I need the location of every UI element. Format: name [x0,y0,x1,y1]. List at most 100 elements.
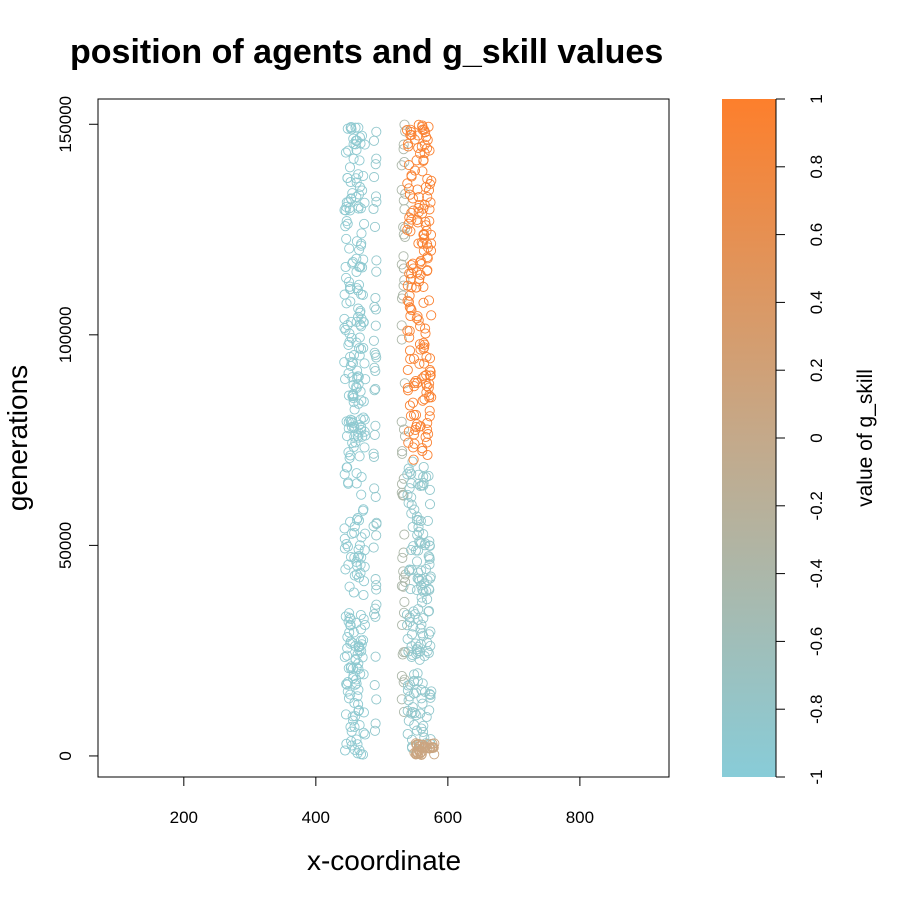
data-point-cluster-1 [371,580,382,591]
data-point-cluster-0 [353,544,364,555]
data-point-cluster-1 [370,718,381,729]
data-point-cluster-4 [418,297,429,308]
data-point-cluster-0 [353,169,364,180]
data-point-cluster-1 [371,584,382,595]
data-point-cluster-0 [351,236,362,247]
data-point-cluster-0 [356,228,367,239]
data-point-cluster-4 [419,394,430,405]
data-point-cluster-3 [409,669,420,680]
data-point-cluster-2 [396,670,407,682]
data-point-cluster-4 [425,370,436,381]
data-point-cluster-2 [396,293,408,304]
data-point-cluster-3 [416,592,427,603]
data-point-cluster-0 [353,658,364,669]
data-points [339,119,440,760]
data-point-cluster-4 [406,207,417,219]
data-point-cluster-0 [349,423,360,434]
data-point-cluster-0 [346,415,358,426]
data-point-cluster-0 [351,283,362,294]
data-point-cluster-0 [342,650,353,661]
data-point-cluster-4 [404,268,415,279]
data-point-cluster-0 [344,243,355,254]
data-point-cluster-4 [425,197,436,208]
data-point-cluster-1 [369,609,380,620]
data-point-cluster-2 [396,184,407,195]
data-point-cluster-0 [349,527,360,538]
data-point-cluster-0 [359,218,370,229]
colorbar-tick-label: 0.2 [807,358,826,382]
data-point-cluster-3 [404,466,415,477]
data-point-cluster-0 [345,516,356,527]
data-point-cluster-4 [404,189,415,200]
data-point-cluster-1 [371,530,382,541]
data-point-cluster-4 [408,454,419,465]
data-point-cluster-0 [354,155,365,166]
data-point-cluster-0 [353,642,364,653]
data-point-cluster-1 [368,135,380,146]
data-point-cluster-4 [408,205,419,216]
data-point-cluster-3 [407,521,418,533]
data-point-cluster-0 [345,316,357,327]
colorbar-axis: 1 0.8 0.6 0.4 0.2 0 -0.2 -0.4 -0.6 -0.8 -1 [776,94,826,785]
data-point-cluster-0 [353,705,364,717]
data-point-cluster-3 [413,522,424,533]
data-point-cluster-3 [417,698,428,709]
data-point-cluster-0 [345,613,356,625]
data-point-cluster-2 [398,490,409,501]
data-point-cluster-2 [398,607,410,618]
data-point-cluster-4 [420,220,431,231]
data-point-cluster-0 [358,170,369,181]
data-point-cluster-4 [418,124,430,136]
data-point-cluster-3 [409,504,420,515]
data-point-cluster-0 [351,478,362,489]
y-axis-title: generations [2,365,33,511]
data-point-cluster-0 [352,739,363,750]
data-point-cluster-1 [371,266,382,277]
data-point-cluster-3 [418,461,429,473]
data-point-cluster-0 [354,262,365,273]
data-point-cluster-3 [404,483,415,494]
data-point-cluster-0 [340,374,351,385]
data-point-cluster-0 [343,477,354,488]
data-point-cluster-0 [351,678,362,689]
data-point-cluster-3 [418,478,429,489]
data-point-cluster-2 [398,280,409,291]
data-point-cluster-2 [396,320,407,331]
data-point-cluster-4 [420,328,431,339]
data-point-cluster-0 [355,319,366,330]
data-point-cluster-0 [357,431,368,442]
data-point-cluster-0 [358,342,369,354]
data-point-cluster-1 [368,203,379,215]
data-point-cluster-4 [401,125,413,136]
data-point-cluster-0 [342,541,353,552]
data-point-cluster-4 [403,183,414,194]
data-point-cluster-4 [417,445,428,457]
data-point-cluster-0 [348,397,359,408]
data-point-cluster-4 [404,302,415,313]
data-point-cluster-0 [349,697,360,709]
data-point-cluster-3 [415,515,426,526]
data-point-cluster-0 [355,306,366,317]
data-point-cluster-0 [357,262,368,273]
data-point-cluster-0 [351,468,362,479]
data-point-cluster-0 [353,663,364,675]
data-point-cluster-5 [420,741,431,752]
data-point-cluster-4 [414,257,426,268]
data-point-cluster-0 [345,551,357,563]
data-point-cluster-0 [342,123,353,134]
data-point-cluster-4 [404,400,415,411]
data-point-cluster-1 [370,159,381,170]
data-point-cluster-3 [403,565,415,576]
data-point-cluster-4 [411,313,422,324]
data-point-cluster-0 [354,540,365,551]
colorbar-label: value of g_skill [854,369,877,507]
data-point-cluster-0 [356,471,367,483]
y-tick-label: 150000 [56,96,75,153]
data-point-cluster-0 [348,441,359,453]
data-point-cluster-3 [406,478,417,489]
data-point-cluster-3 [418,613,429,624]
data-point-cluster-3 [410,545,421,556]
colorbar-tick-label: 0.8 [807,155,826,179]
data-point-cluster-2 [398,195,409,206]
data-point-cluster-0 [354,451,365,462]
